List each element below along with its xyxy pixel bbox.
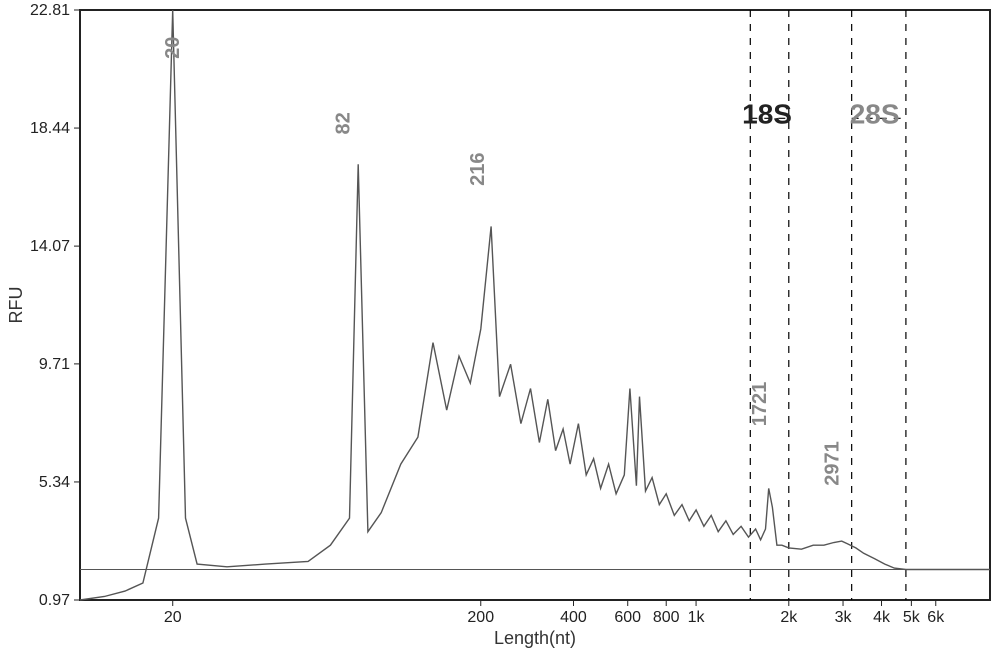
y-tick-label: 5.34 (39, 474, 70, 491)
y-tick-label: 18.44 (30, 120, 70, 137)
y-tick-label: 14.07 (30, 238, 70, 255)
x-tick-label: 5k (903, 609, 921, 626)
x-tick-label: 20 (164, 609, 182, 626)
x-tick-label: 3k (835, 609, 853, 626)
y-axis-label: RFU (6, 287, 26, 324)
peak-label: 82 (333, 112, 355, 134)
x-tick-label: 2k (780, 609, 798, 626)
peak-label: 1721 (749, 382, 771, 427)
x-tick-label: 600 (614, 609, 641, 626)
peak-label: 20 (162, 37, 184, 59)
y-tick-label: 0.97 (39, 592, 70, 609)
region-label: 28S (850, 99, 900, 130)
x-tick-label: 200 (467, 609, 494, 626)
x-tick-label: 800 (653, 609, 680, 626)
x-axis-label: Length(nt) (494, 628, 576, 648)
peak-label: 2971 (821, 441, 843, 486)
y-tick-label: 9.71 (39, 356, 70, 373)
x-tick-label: 4k (873, 609, 891, 626)
x-tick-label: 1k (688, 609, 706, 626)
peak-label: 216 (467, 152, 489, 185)
region-label: 18S (742, 99, 792, 130)
y-tick-label: 22.81 (30, 2, 70, 19)
x-tick-label: 400 (560, 609, 587, 626)
x-tick-label: 6k (927, 609, 945, 626)
